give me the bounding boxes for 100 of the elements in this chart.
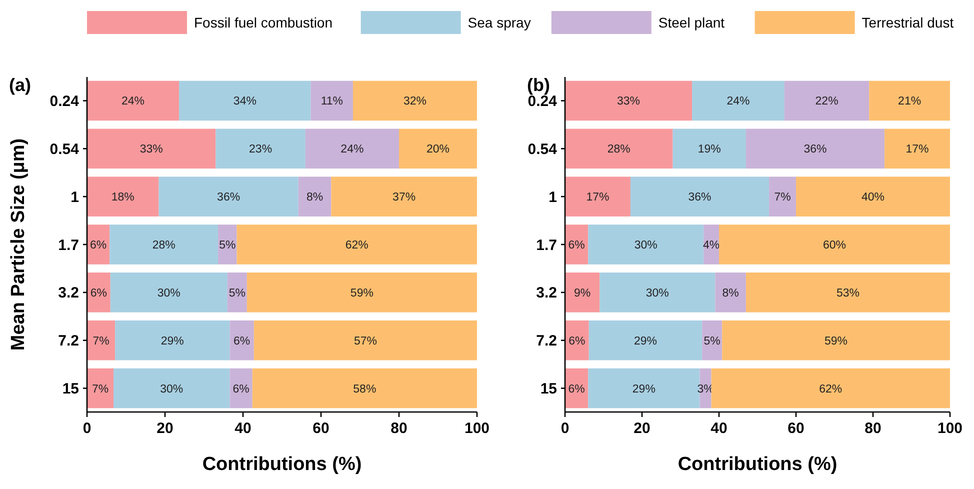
y-tick-label: 7.2 bbox=[58, 332, 79, 350]
text: Steel plant bbox=[658, 14, 725, 30]
data-label: 6% bbox=[90, 240, 107, 252]
x-tick-label: 80 bbox=[864, 420, 882, 437]
data-label: 7% bbox=[774, 192, 791, 204]
bar bbox=[87, 272, 110, 312]
data-label: 5% bbox=[704, 335, 720, 348]
y-tick-label: 1.7 bbox=[58, 236, 79, 254]
bar bbox=[331, 176, 477, 216]
data-label: 24% bbox=[340, 144, 364, 156]
data-label: 36% bbox=[217, 192, 240, 204]
bar bbox=[588, 224, 704, 264]
bar bbox=[216, 128, 306, 169]
data-label: 34% bbox=[233, 96, 256, 108]
y-tick-label: 15 bbox=[540, 380, 557, 398]
bar bbox=[230, 320, 254, 360]
data-label: 6% bbox=[568, 335, 586, 348]
bar bbox=[246, 272, 477, 312]
bar bbox=[784, 80, 870, 121]
x-tick-label: 40 bbox=[710, 420, 728, 437]
bar bbox=[254, 320, 477, 360]
bar bbox=[869, 80, 950, 121]
bar bbox=[692, 80, 784, 121]
data-label: 53% bbox=[836, 287, 860, 300]
data-label: 59% bbox=[350, 287, 374, 300]
bar bbox=[565, 272, 600, 312]
data-label: 6% bbox=[90, 287, 108, 300]
bar bbox=[715, 272, 746, 312]
bar bbox=[218, 224, 237, 264]
bar bbox=[565, 176, 630, 216]
bar bbox=[87, 128, 216, 169]
bar bbox=[158, 176, 298, 216]
data-label: 8% bbox=[722, 287, 739, 300]
bar bbox=[746, 272, 950, 312]
y-tick-label: 0.24 bbox=[50, 92, 80, 110]
data-label: 17% bbox=[906, 144, 929, 156]
y-tick-label: 1.7 bbox=[536, 236, 557, 254]
data-label: 28% bbox=[607, 144, 630, 156]
x-tick-label: 60 bbox=[788, 420, 804, 437]
data-label: 28% bbox=[152, 240, 176, 252]
bar bbox=[252, 368, 477, 408]
bar bbox=[588, 320, 702, 360]
bar bbox=[87, 320, 116, 360]
bar bbox=[87, 224, 110, 264]
x-axis-title: Contributions (%) bbox=[202, 454, 362, 475]
bar bbox=[704, 224, 719, 264]
data-label: 18% bbox=[111, 192, 134, 204]
y-tick-label: 1 bbox=[70, 188, 79, 206]
y-tick-label: 3.2 bbox=[536, 284, 557, 302]
bar bbox=[115, 320, 230, 360]
bar bbox=[236, 224, 477, 264]
data-label: 62% bbox=[819, 383, 842, 396]
bar bbox=[399, 128, 477, 169]
data-label: 30% bbox=[646, 287, 669, 300]
y-tick-label: 1 bbox=[548, 188, 557, 206]
data-label: 19% bbox=[698, 144, 721, 156]
data-label: 40% bbox=[861, 192, 885, 204]
data-label: 7% bbox=[92, 383, 109, 396]
x-tick-label: 0 bbox=[560, 420, 570, 437]
bar bbox=[352, 80, 477, 121]
data-label: 8% bbox=[306, 192, 324, 204]
data-label: 33% bbox=[617, 96, 640, 108]
data-label: 6% bbox=[568, 383, 585, 396]
bar bbox=[672, 128, 746, 169]
bar bbox=[87, 176, 159, 216]
data-label: 24% bbox=[726, 96, 750, 108]
text: Fossil fuel combustion bbox=[194, 14, 333, 30]
data-label: 22% bbox=[815, 96, 838, 108]
bar bbox=[719, 224, 950, 264]
bar bbox=[305, 128, 399, 169]
bar bbox=[227, 272, 247, 312]
x-tick-label: 0 bbox=[82, 420, 92, 437]
data-label: 32% bbox=[403, 96, 427, 108]
data-label: 9% bbox=[574, 287, 591, 300]
data-label: 30% bbox=[160, 383, 184, 396]
data-label: 21% bbox=[898, 96, 922, 108]
y-tick-label: 0.54 bbox=[528, 140, 558, 158]
data-label: 29% bbox=[160, 335, 184, 348]
bar bbox=[769, 176, 796, 216]
y-tick-label: 0.54 bbox=[50, 140, 80, 158]
bar bbox=[310, 80, 353, 121]
bar bbox=[230, 368, 252, 408]
bar bbox=[565, 320, 589, 360]
bar bbox=[711, 368, 950, 408]
data-label: 62% bbox=[345, 240, 368, 252]
data-label: 6% bbox=[568, 240, 585, 252]
bar bbox=[298, 176, 332, 216]
chart-title: (a) bbox=[9, 75, 32, 95]
data-label: 29% bbox=[632, 383, 656, 396]
data-label: 4% bbox=[702, 240, 720, 252]
data-label: 5% bbox=[228, 287, 246, 300]
x-tick-label: 20 bbox=[156, 420, 174, 437]
data-label: 30% bbox=[157, 287, 180, 300]
y-axis-title: Mean Particle Size (μm) bbox=[8, 138, 29, 351]
data-label: 36% bbox=[804, 144, 827, 156]
x-tick-label: 100 bbox=[464, 420, 490, 437]
data-label: 23% bbox=[249, 144, 272, 156]
bar bbox=[110, 224, 218, 264]
text: Terrestrial dust bbox=[862, 14, 954, 30]
x-tick-label: 60 bbox=[312, 420, 330, 437]
